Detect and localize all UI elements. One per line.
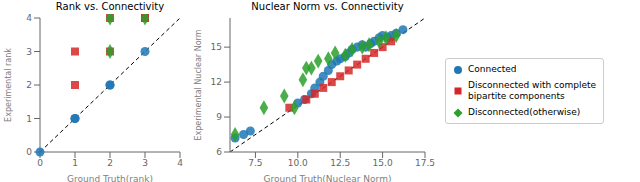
svg-text:2: 2 [107,158,113,168]
svg-text:9: 9 [216,112,222,122]
svg-text:7.5: 7.5 [248,158,262,168]
svg-text:2: 2 [26,80,32,90]
svg-text:0: 0 [37,158,43,168]
svg-text:Experimental Nuclear Norm: Experimental Nuclear Norm [194,29,203,140]
svg-text:1: 1 [72,158,78,168]
svg-text:15.0: 15.0 [373,158,393,168]
svg-text:15: 15 [211,42,222,52]
svg-text:4: 4 [177,158,183,168]
svg-text:4: 4 [26,14,32,23]
html-text:Rank vs. Connectivity: Rank vs. Connectivity [55,1,165,12]
svg-text:3: 3 [26,47,32,57]
html-text:bipartite components: bipartite components [468,91,565,101]
svg-text:12.5: 12.5 [330,158,350,168]
svg-text:6: 6 [216,147,222,157]
svg-text:12: 12 [211,77,222,87]
svg-text:3: 3 [142,158,148,168]
svg-text:Ground Truth(rank): Ground Truth(rank) [67,174,153,182]
svg-text:0: 0 [26,147,32,157]
svg-text:1: 1 [26,114,32,124]
html-text:Disconnected with complete: Disconnected with complete [468,80,597,90]
svg-text:Experimental rank: Experimental rank [8,48,13,122]
html-text:Connected: Connected [468,64,517,74]
svg-text:10.0: 10.0 [288,158,308,168]
svg-text:17.5: 17.5 [415,158,435,168]
html-text:Nuclear Norm vs. Connectivity: Nuclear Norm vs. Connectivity [251,1,404,12]
html-text:Disconnected(otherwise): Disconnected(otherwise) [468,107,581,117]
svg-text:Ground Truth(Nuclear Norm): Ground Truth(Nuclear Norm) [264,174,392,182]
